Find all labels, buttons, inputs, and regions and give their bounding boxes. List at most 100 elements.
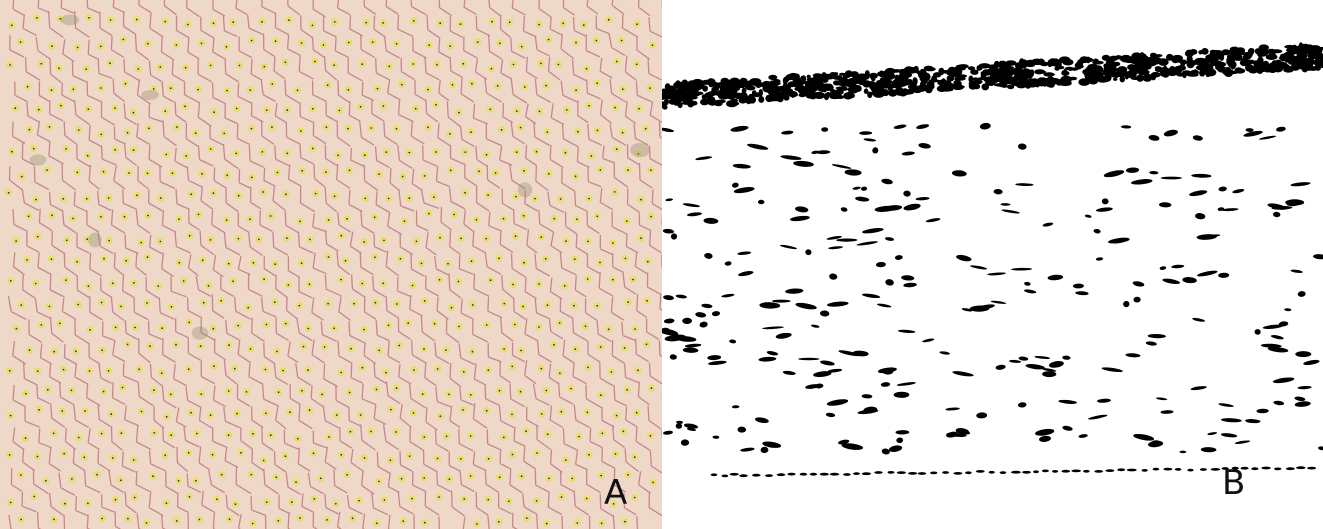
svg-text:·: · xyxy=(166,320,168,327)
svg-text:·: · xyxy=(255,121,257,128)
svg-text:·: · xyxy=(312,362,314,369)
svg-text:·: · xyxy=(480,212,482,219)
svg-text:·: · xyxy=(181,119,183,126)
svg-text:·: · xyxy=(141,187,143,194)
svg-text:·: · xyxy=(240,145,242,152)
svg-text:·: · xyxy=(631,213,633,220)
svg-text:·: · xyxy=(231,83,233,90)
svg-text:·: · xyxy=(263,231,265,238)
svg-text:·: · xyxy=(143,361,145,368)
svg-text:·: · xyxy=(203,206,205,213)
svg-text:·: · xyxy=(68,362,70,369)
svg-text:·: · xyxy=(291,145,293,152)
svg-text:·: · xyxy=(529,79,531,86)
svg-text:·: · xyxy=(651,293,653,300)
svg-text:·: · xyxy=(113,190,115,197)
svg-text:·: · xyxy=(106,511,108,518)
svg-text:·: · xyxy=(76,471,78,478)
svg-text:·: · xyxy=(395,402,397,409)
svg-text:·: · xyxy=(166,365,168,372)
svg-text:·: · xyxy=(142,61,144,68)
svg-text:·: · xyxy=(503,250,505,257)
svg-text:·: · xyxy=(652,254,654,261)
svg-text:·: · xyxy=(180,337,182,344)
svg-text:·: · xyxy=(105,209,107,216)
svg-text:·: · xyxy=(256,169,258,176)
svg-text:·: · xyxy=(454,126,456,133)
svg-text:·: · xyxy=(330,119,332,126)
svg-text:·: · xyxy=(627,81,629,88)
svg-text:·: · xyxy=(217,447,219,454)
svg-text:·: · xyxy=(241,101,243,108)
svg-text:·: · xyxy=(475,428,477,435)
svg-text:·: · xyxy=(358,296,360,303)
svg-text:·: · xyxy=(270,405,272,412)
svg-text:·: · xyxy=(169,14,171,21)
svg-text:·: · xyxy=(41,10,43,17)
svg-text:·: · xyxy=(89,403,91,410)
svg-text:·: · xyxy=(203,512,205,519)
svg-text:·: · xyxy=(565,191,567,198)
svg-text:·: · xyxy=(152,208,154,215)
svg-text:·: · xyxy=(463,105,465,112)
svg-text:·: · xyxy=(580,82,582,89)
svg-text:·: · xyxy=(200,125,202,132)
svg-text:·: · xyxy=(206,35,208,42)
svg-text:·: · xyxy=(632,467,634,474)
svg-text:·: · xyxy=(432,119,434,126)
svg-text:·: · xyxy=(366,276,368,283)
svg-text:·: · xyxy=(381,382,383,389)
svg-text:·: · xyxy=(621,141,623,148)
debris-spots xyxy=(29,14,650,340)
svg-text:·: · xyxy=(80,343,82,350)
svg-text:·: · xyxy=(215,407,217,414)
svg-text:·: · xyxy=(354,385,356,392)
svg-text:·: · xyxy=(475,387,477,394)
svg-text:·: · xyxy=(518,57,520,64)
svg-text:·: · xyxy=(627,423,629,430)
svg-text:·: · xyxy=(429,168,431,175)
svg-text:·: · xyxy=(619,100,621,107)
svg-text:·: · xyxy=(255,341,257,348)
svg-text:·: · xyxy=(569,145,571,152)
svg-text:·: · xyxy=(551,516,553,523)
svg-text:·: · xyxy=(81,164,83,171)
svg-text:·: · xyxy=(375,424,377,431)
svg-text:·: · xyxy=(290,316,292,323)
svg-text:·: · xyxy=(617,235,619,242)
svg-text:·: · xyxy=(195,186,197,193)
svg-text:·: · xyxy=(162,278,164,285)
svg-text:·: · xyxy=(188,273,190,280)
svg-text:·: · xyxy=(377,34,379,41)
svg-text:·: · xyxy=(132,511,134,518)
svg-text:·: · xyxy=(270,317,272,324)
svg-text:·: · xyxy=(369,190,371,197)
svg-text:·: · xyxy=(429,515,431,522)
svg-text:·: · xyxy=(370,15,372,22)
svg-text:·: · xyxy=(306,35,308,42)
svg-text:·: · xyxy=(30,386,32,393)
svg-text:·: · xyxy=(632,162,634,169)
svg-text:·: · xyxy=(138,275,140,282)
svg-text:·: · xyxy=(383,166,385,173)
svg-text:·: · xyxy=(418,13,420,20)
svg-text:·: · xyxy=(68,446,70,453)
svg-text:·: · xyxy=(193,361,195,368)
svg-text:·: · xyxy=(231,212,233,219)
svg-text:·: · xyxy=(427,386,429,393)
svg-text:·: · xyxy=(582,124,584,131)
binarized-section-panel xyxy=(662,0,1323,529)
svg-text:·: · xyxy=(413,190,415,197)
svg-text:·: · xyxy=(475,124,477,131)
svg-text:·: · xyxy=(407,513,409,520)
svg-text:·: · xyxy=(289,448,291,455)
svg-text:·: · xyxy=(631,382,633,389)
svg-text:·: · xyxy=(221,491,223,498)
svg-text:·: · xyxy=(642,146,644,153)
svg-text:·: · xyxy=(528,208,530,215)
svg-text:·: · xyxy=(218,358,220,365)
svg-text:·: · xyxy=(165,190,167,197)
svg-text:·: · xyxy=(520,189,522,196)
svg-text:·: · xyxy=(588,17,590,24)
svg-text:·: · xyxy=(550,78,552,85)
